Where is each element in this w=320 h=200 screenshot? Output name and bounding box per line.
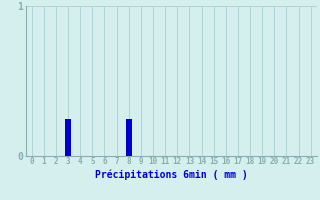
X-axis label: Précipitations 6min ( mm ): Précipitations 6min ( mm ) <box>95 169 248 180</box>
Bar <box>65 118 71 156</box>
Bar <box>126 118 132 156</box>
